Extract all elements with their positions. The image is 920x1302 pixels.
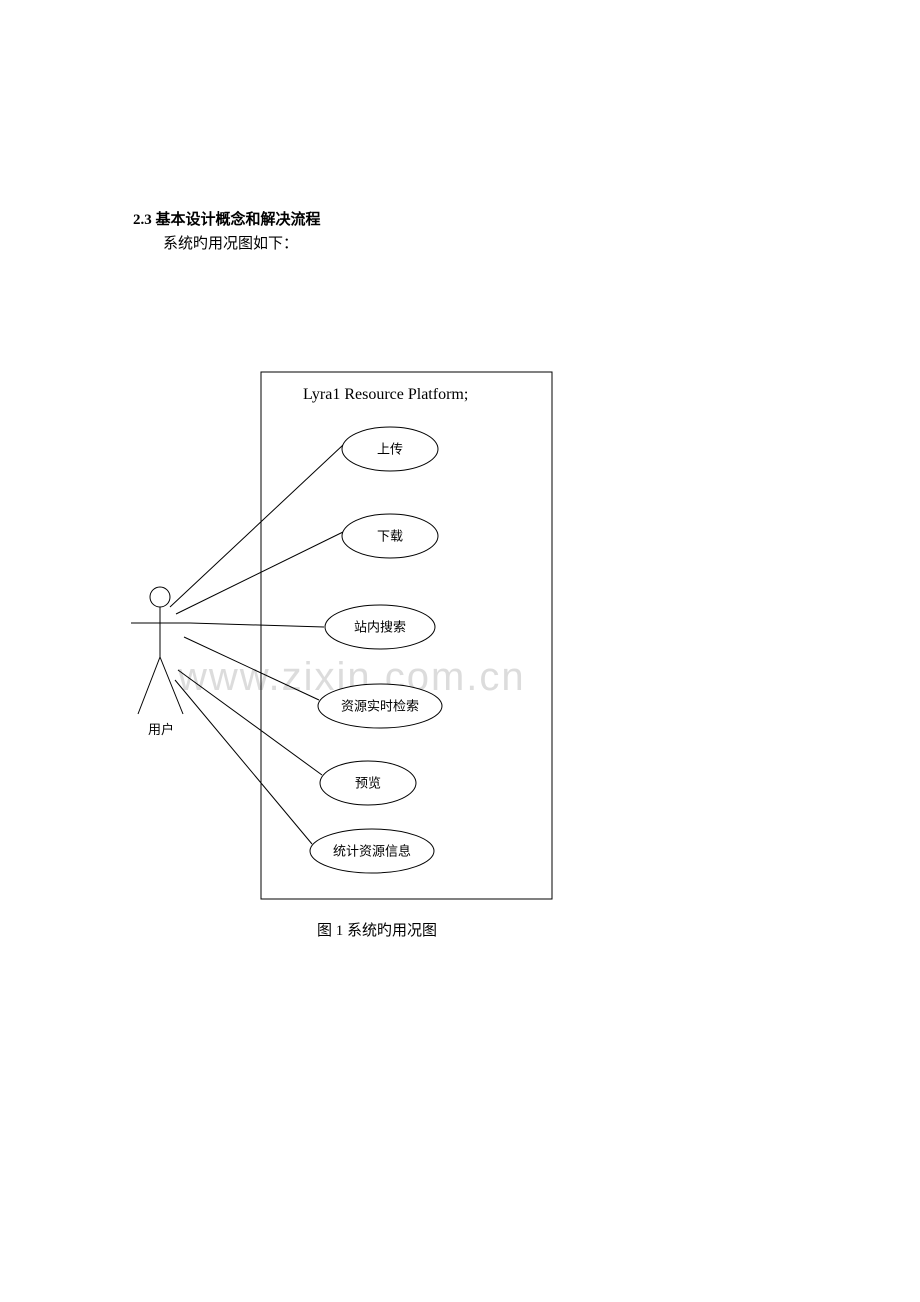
actor-leg bbox=[138, 657, 160, 714]
connector-line bbox=[190, 623, 324, 627]
connector-line bbox=[178, 670, 322, 775]
usecase-label: 上传 bbox=[377, 442, 403, 457]
usecase-label: 资源实时检索 bbox=[341, 699, 419, 714]
actor-label: 用户 bbox=[148, 722, 174, 737]
use-case-diagram: Lyra1 Resource Platform; 上传下载站内搜索资源实时检索预览… bbox=[0, 0, 920, 1302]
connector-line bbox=[176, 532, 343, 614]
system-title: Lyra1 Resource Platform; bbox=[303, 386, 468, 403]
usecase-label: 统计资源信息 bbox=[333, 844, 411, 859]
connector-line bbox=[175, 680, 312, 844]
figure-caption: 图 1 系统旳用况图 bbox=[317, 919, 437, 940]
actor-head bbox=[150, 587, 170, 607]
caption-text: 图 1 系统旳用况图 bbox=[317, 923, 437, 939]
usecase-label: 预览 bbox=[355, 776, 381, 791]
usecase-label: 站内搜索 bbox=[354, 620, 406, 635]
usecase-label: 下载 bbox=[377, 529, 403, 544]
connector-line bbox=[184, 637, 319, 700]
connector-line bbox=[170, 445, 343, 607]
